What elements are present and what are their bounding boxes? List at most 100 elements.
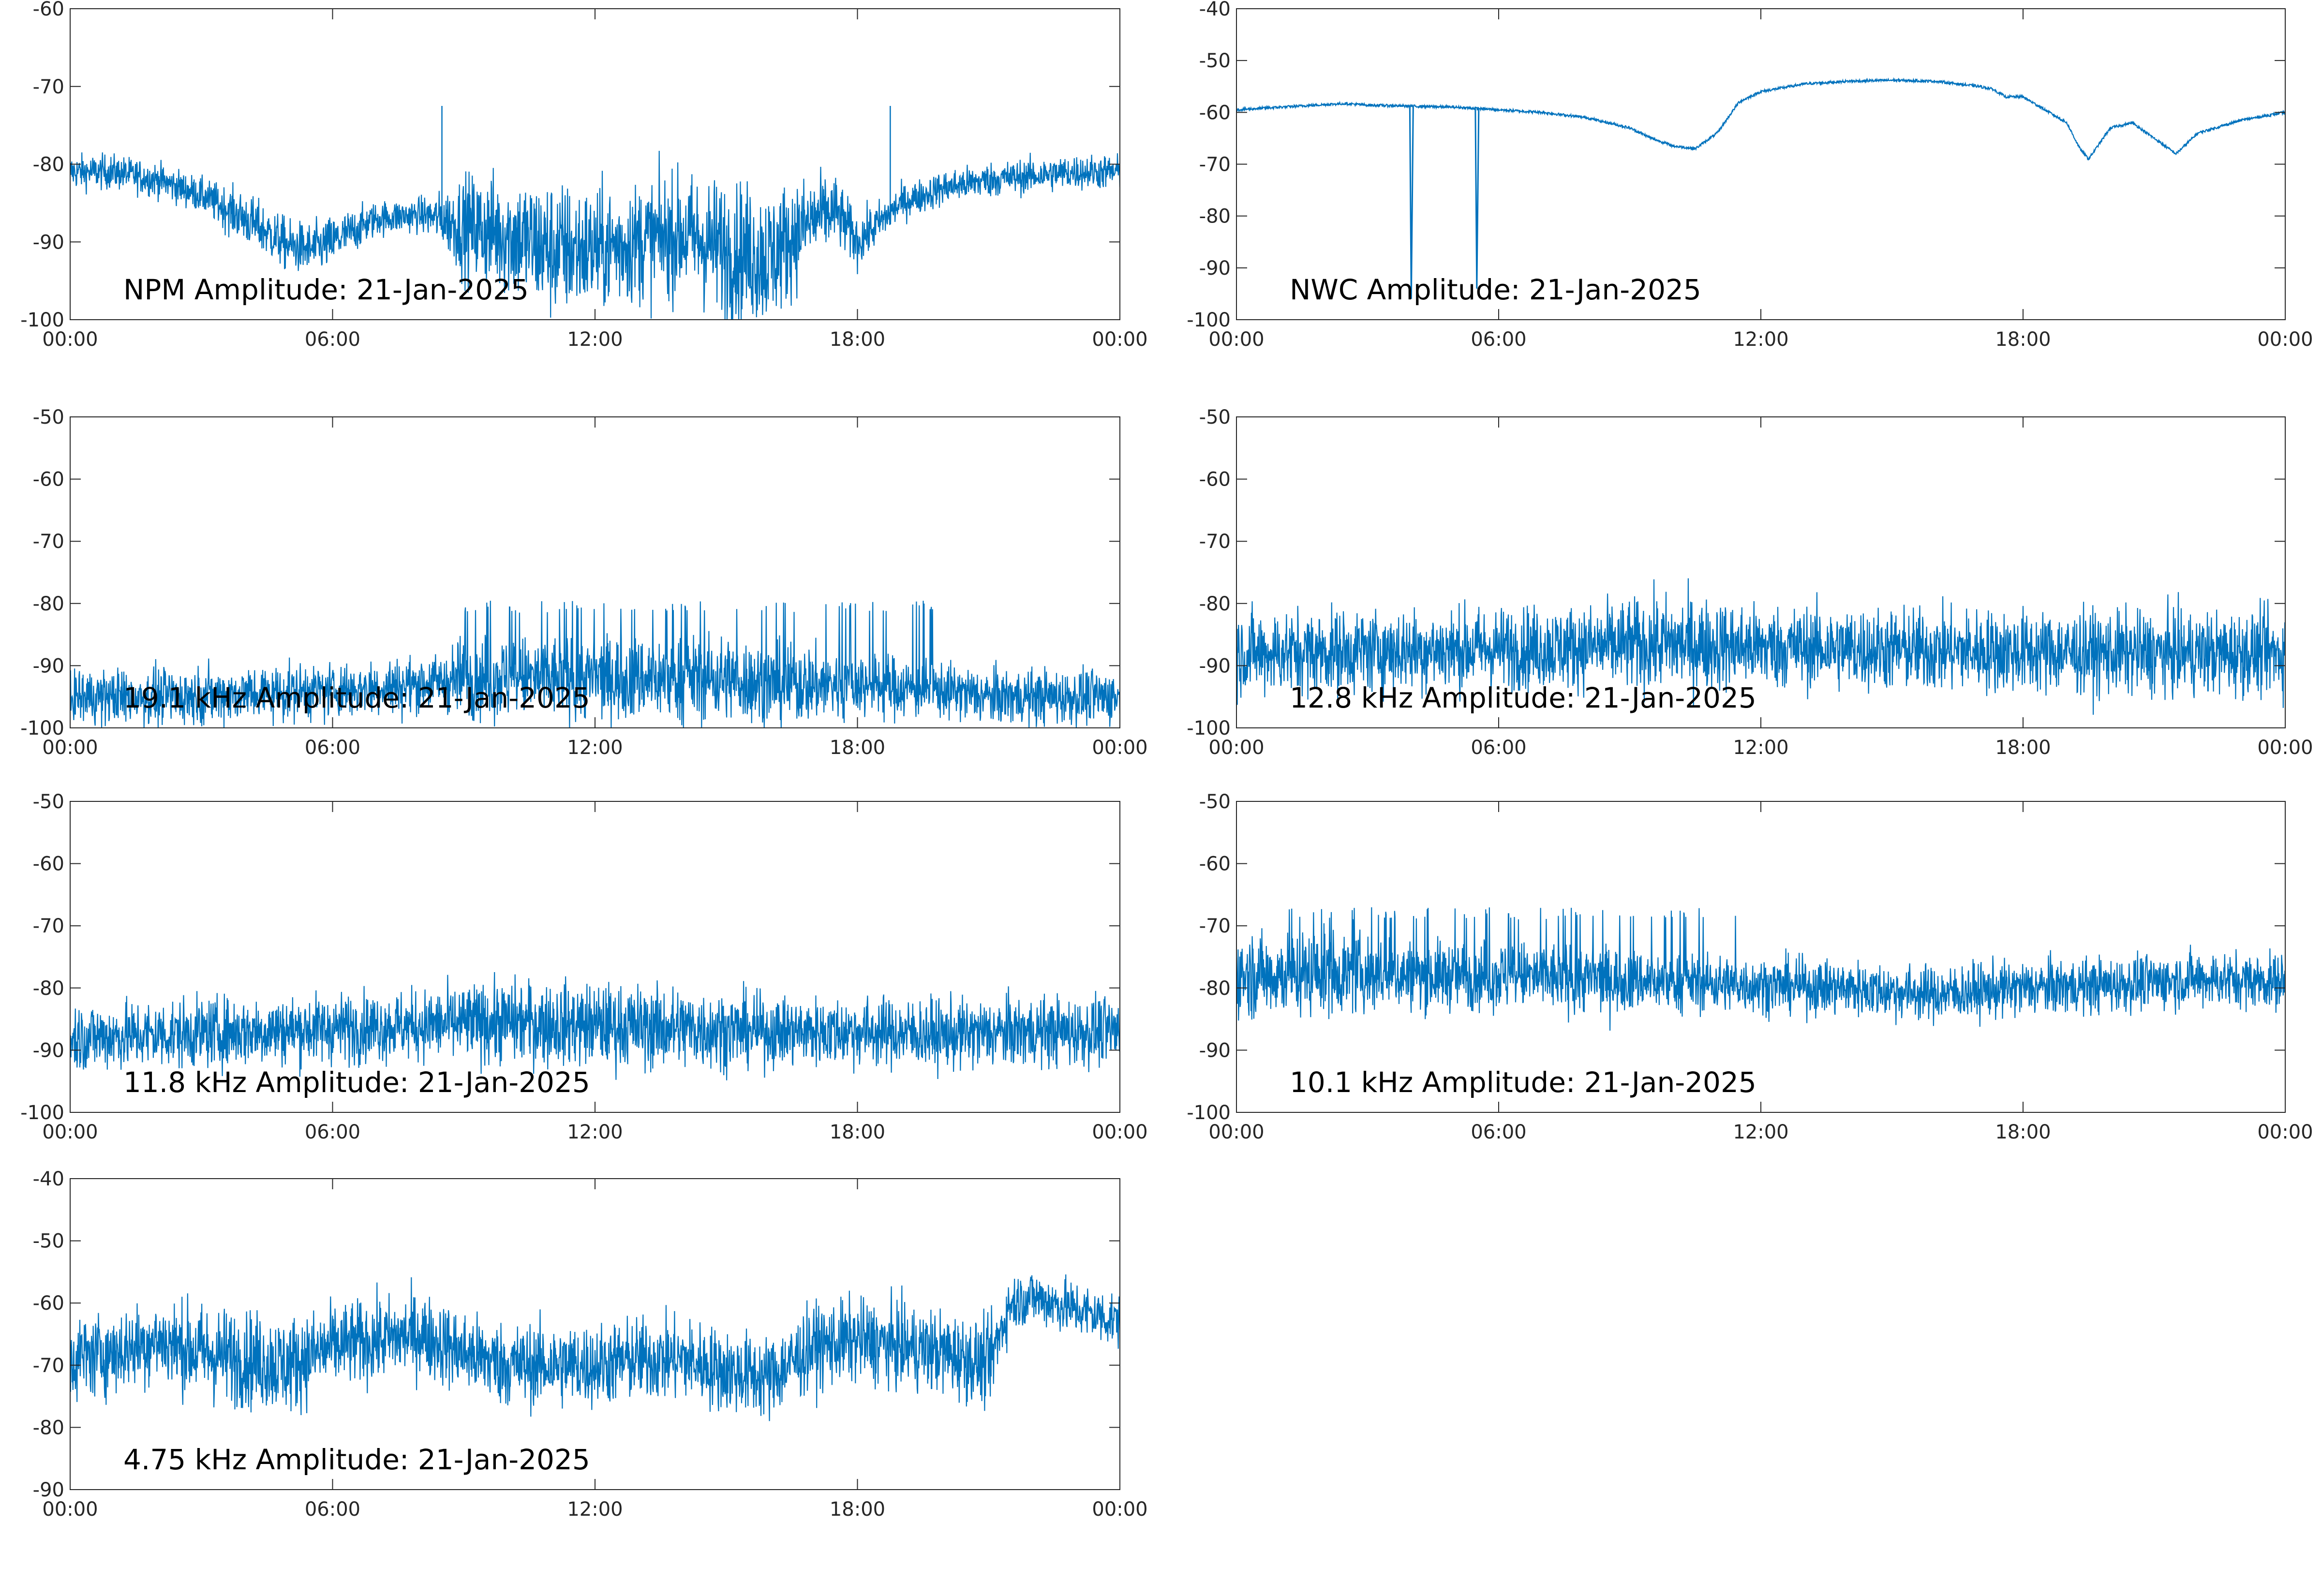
y-tick-label: -100 xyxy=(1187,309,1231,331)
x-tick-label: 12:00 xyxy=(1733,1121,1788,1143)
y-tick-label: -80 xyxy=(1199,206,1231,228)
x-tick-label: 18:00 xyxy=(1995,737,2051,759)
y-tick-label: -50 xyxy=(1199,50,1231,72)
series-line xyxy=(70,601,1120,728)
x-tick-label: 06:00 xyxy=(305,1121,360,1143)
y-tick-label: -60 xyxy=(33,469,64,491)
chart-panel-1: -100 -90 -80 -70 -60 00:00 06:00 12:00 18:00 00:0… xyxy=(20,0,1147,351)
x-tick-label: 18:00 xyxy=(1995,328,2051,351)
series-line xyxy=(70,150,1120,320)
x-tick-label: 00:00 xyxy=(1208,328,1264,351)
chart-title: NWC Amplitude: 21-Jan-2025 xyxy=(1290,273,1701,306)
x-tick-label: 00:00 xyxy=(2257,737,2313,759)
x-tick-label: 12:00 xyxy=(1733,328,1788,351)
y-tick-label: -90 xyxy=(33,231,64,253)
y-tick-label: -60 xyxy=(1199,853,1231,875)
x-tick-label: 00:00 xyxy=(1092,737,1147,759)
y-tick-label: -70 xyxy=(33,915,64,937)
x-tick-label: 18:00 xyxy=(1995,1121,2051,1143)
x-tick-label: 18:00 xyxy=(830,328,885,351)
y-tick-label: -80 xyxy=(33,977,64,1000)
y-tick-label: -40 xyxy=(33,1168,64,1190)
x-tick-label: 12:00 xyxy=(567,328,623,351)
y-tick-label: -60 xyxy=(1199,469,1231,491)
x-tick-label: 00:00 xyxy=(1092,1498,1147,1521)
y-tick-label: -90 xyxy=(33,1479,64,1501)
y-tick-label: -100 xyxy=(1187,717,1231,739)
y-tick-label: -80 xyxy=(33,1417,64,1439)
y-tick-label: -70 xyxy=(1199,531,1231,553)
chart-panel-5: -100 -90 -80 -70 -60 -50 00:00 06:00 12:00 18:00 0… xyxy=(20,791,1147,1143)
chart-panel-2: -100 -90 -80 -70 -60 -50 -40 00:00 06:00 12:00 18:… xyxy=(1187,0,2313,351)
y-tick-label: -100 xyxy=(20,717,64,739)
x-tick-label: 06:00 xyxy=(305,737,360,759)
y-tick-label: -80 xyxy=(1199,977,1231,1000)
chart-title: NPM Amplitude: 21-Jan-2025 xyxy=(123,273,529,306)
y-tick-label: -90 xyxy=(1199,655,1231,677)
chart-panel-6: -100 -90 -80 -70 -60 -50 00:00 06:00 12:00 18:00 0… xyxy=(1187,791,2313,1143)
x-tick-label: 00:00 xyxy=(2257,1121,2313,1143)
x-tick-label: 12:00 xyxy=(567,1498,623,1521)
y-tick-label: -50 xyxy=(1199,406,1231,429)
y-tick-label: -70 xyxy=(33,531,64,553)
y-tick-label: -50 xyxy=(33,406,64,429)
y-tick-label: -60 xyxy=(33,0,64,20)
x-tick-label: 06:00 xyxy=(1471,1121,1526,1143)
y-tick-label: -60 xyxy=(33,853,64,875)
y-tick-label: -70 xyxy=(1199,915,1231,937)
x-tick-label: 00:00 xyxy=(2257,328,2313,351)
series-line xyxy=(1236,907,2285,1031)
x-tick-label: 18:00 xyxy=(830,737,885,759)
y-tick-label: -50 xyxy=(33,1230,64,1253)
y-tick-label: -90 xyxy=(33,1039,64,1062)
y-tick-label: -90 xyxy=(1199,1039,1231,1062)
y-tick-label: -60 xyxy=(33,1292,64,1315)
y-tick-label: -80 xyxy=(33,154,64,176)
series-line xyxy=(70,972,1120,1080)
y-tick-label: -50 xyxy=(33,791,64,813)
series-line xyxy=(70,1274,1120,1421)
x-tick-label: 06:00 xyxy=(1471,328,1526,351)
y-tick-label: -100 xyxy=(1187,1102,1231,1124)
y-tick-label: -50 xyxy=(1199,791,1231,813)
chart-title: 11.8 kHz Amplitude: 21-Jan-2025 xyxy=(123,1066,590,1099)
chart-title: 19.1 kHz Amplitude: 21-Jan-2025 xyxy=(123,681,590,714)
chart-title: 12.8 kHz Amplitude: 21-Jan-2025 xyxy=(1290,681,1756,714)
x-tick-label: 12:00 xyxy=(567,1121,623,1143)
x-tick-label: 00:00 xyxy=(42,1121,98,1143)
chart-title: 10.1 kHz Amplitude: 21-Jan-2025 xyxy=(1290,1066,1756,1099)
chart-panel-4: -100 -90 -80 -70 -60 -50 00:00 06:00 12:00 18:00 0… xyxy=(1187,406,2313,759)
x-tick-label: 12:00 xyxy=(1733,737,1788,759)
x-tick-label: 12:00 xyxy=(567,737,623,759)
chart-panel-7: -90 -80 -70 -60 -50 -40 00:00 06:00 12:00 18:00 00… xyxy=(33,1168,1148,1521)
y-tick-label: -80 xyxy=(1199,593,1231,615)
chart-panel-3: -100 -90 -80 -70 -60 -50 00:00 06:00 12:00 18:00 0… xyxy=(20,406,1147,759)
x-tick-label: 00:00 xyxy=(1208,737,1264,759)
x-tick-label: 06:00 xyxy=(305,1498,360,1521)
dip-mark-2 xyxy=(1474,108,1480,289)
x-tick-label: 00:00 xyxy=(1092,328,1147,351)
x-tick-label: 00:00 xyxy=(1092,1121,1147,1143)
chart-title: 4.75 kHz Amplitude: 21-Jan-2025 xyxy=(123,1443,590,1476)
y-tick-label: -60 xyxy=(1199,102,1231,124)
y-tick-label: -100 xyxy=(20,1102,64,1124)
x-tick-label: 18:00 xyxy=(830,1498,885,1521)
y-tick-label: -70 xyxy=(33,76,64,98)
x-tick-label: 06:00 xyxy=(1471,737,1526,759)
x-tick-label: 00:00 xyxy=(42,1498,98,1521)
x-tick-label: 18:00 xyxy=(830,1121,885,1143)
dip-mark-1 xyxy=(1409,106,1414,299)
series-line xyxy=(1236,578,2285,715)
x-tick-label: 00:00 xyxy=(1208,1121,1264,1143)
x-tick-label: 00:00 xyxy=(42,737,98,759)
y-tick-label: -70 xyxy=(1199,154,1231,176)
y-tick-label: -90 xyxy=(1199,257,1231,280)
x-tick-label: 00:00 xyxy=(42,328,98,351)
y-tick-label: -70 xyxy=(33,1355,64,1377)
y-tick-label: -90 xyxy=(33,655,64,677)
y-tick-label: -40 xyxy=(1199,0,1231,20)
series-line xyxy=(1236,77,2285,161)
y-tick-label: -100 xyxy=(20,309,64,331)
y-tick-label: -80 xyxy=(33,593,64,615)
